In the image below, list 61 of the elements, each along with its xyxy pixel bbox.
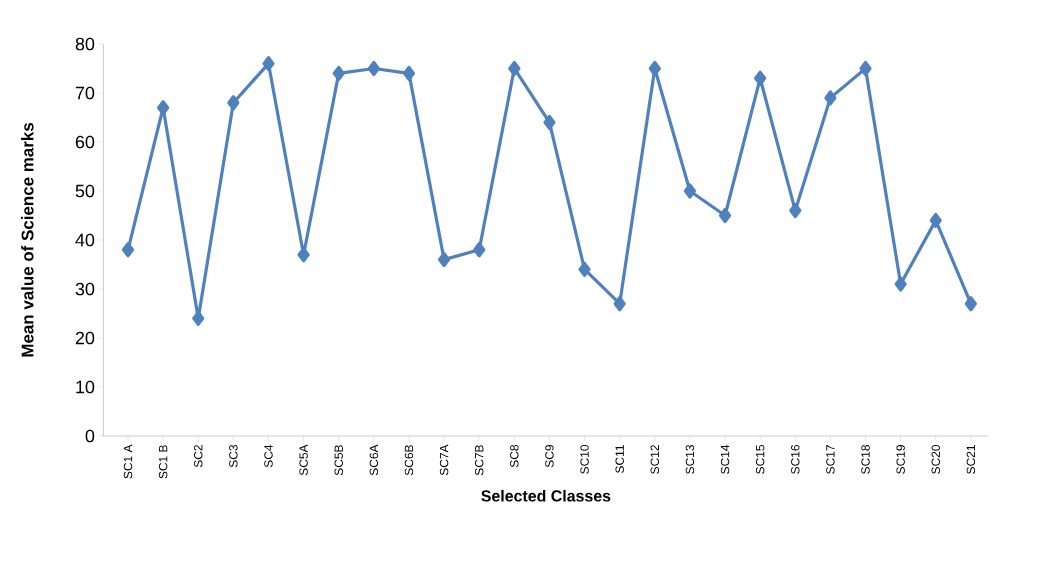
x-tick-label: SC13 <box>685 445 695 474</box>
point <box>718 207 732 224</box>
x-tick-label: SC10 <box>580 444 589 474</box>
point <box>754 70 767 86</box>
y-axis-title: Mean value of Science marks <box>21 123 34 357</box>
point <box>789 202 802 219</box>
y-tick-label: 80 <box>75 37 95 51</box>
x-tick-label: SC4 <box>264 444 273 468</box>
point <box>227 95 240 111</box>
x-tick-label: SC7A <box>439 444 449 476</box>
point <box>192 310 205 326</box>
y-tick-label: 70 <box>75 86 95 100</box>
y-tick-label: 50 <box>75 184 95 198</box>
x-tick-label: SC3 <box>229 445 238 468</box>
x-tick-label: SC15 <box>755 445 765 474</box>
point <box>613 296 626 312</box>
point <box>824 90 837 106</box>
point <box>964 296 977 312</box>
x-tick-label: SC16 <box>791 445 800 474</box>
y-tick-label: 0 <box>85 429 95 443</box>
x-tick-label: SC7B <box>474 445 484 476</box>
point <box>859 60 872 77</box>
point <box>402 65 416 81</box>
point <box>332 65 345 81</box>
y-tick-label: 60 <box>75 135 95 149</box>
x-tick-label: SC6B <box>404 445 414 476</box>
x-tick-label: SC9 <box>545 445 554 468</box>
point <box>437 251 451 268</box>
y-tick-label: 20 <box>75 331 95 345</box>
x-tick-label: SC17 <box>826 445 835 474</box>
x-tick-label: SC12 <box>650 445 660 474</box>
point <box>157 100 170 116</box>
x-tick-label: SC20 <box>931 444 940 474</box>
point <box>578 261 591 277</box>
point <box>543 114 556 130</box>
point <box>121 242 135 258</box>
point <box>297 247 310 263</box>
y-tick-label: 30 <box>75 282 95 296</box>
point <box>473 242 486 258</box>
x-tick-label: SC19 <box>896 445 905 474</box>
x-tick-label: SC5A <box>299 444 308 476</box>
y-tick-label: 10 <box>76 380 95 394</box>
point <box>894 276 907 292</box>
point <box>648 60 661 77</box>
x-tick-label: SC14 <box>720 444 730 474</box>
x-tick-label: SC2 <box>194 445 203 468</box>
x-tick-label: SC6A <box>369 444 379 476</box>
x-tick-label: SC18 <box>861 445 870 474</box>
x-tick-label: SC11 <box>615 445 624 473</box>
point <box>367 60 380 77</box>
x-tick-label: SC1 A <box>123 444 133 479</box>
x-axis-title: Selected Classes <box>481 489 611 502</box>
x-tick-label: SC8 <box>510 445 519 468</box>
x-tick-label: SC1 B <box>158 445 168 479</box>
point <box>683 183 697 199</box>
x-tick-label: SC21 <box>966 445 976 474</box>
point <box>262 55 275 72</box>
point <box>508 60 521 77</box>
point <box>929 212 942 228</box>
y-tick-label: 40 <box>75 233 95 247</box>
x-tick-label: SC5B <box>334 445 343 476</box>
